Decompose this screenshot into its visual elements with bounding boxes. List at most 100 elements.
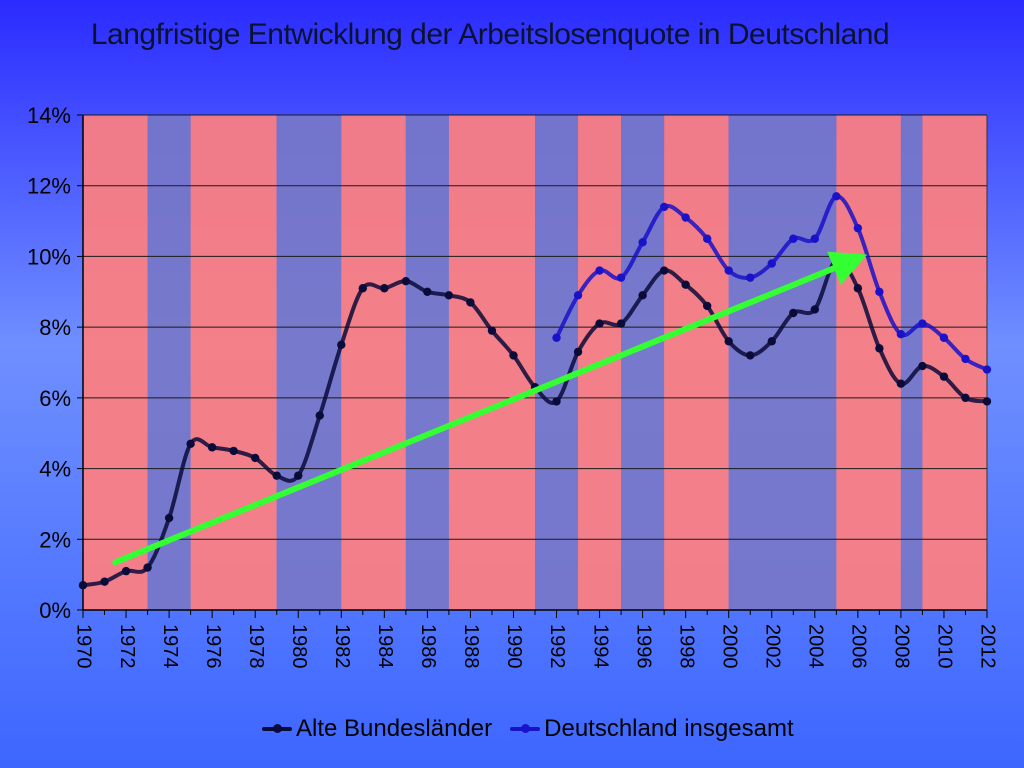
legend-label: Deutschland insgesamt	[544, 715, 794, 742]
x-tick-label: 2012	[977, 624, 999, 669]
data-point-deutschland-insgesamt	[681, 213, 690, 222]
data-point-deutschland-insgesamt	[896, 330, 906, 339]
data-point-deutschland-insgesamt	[724, 266, 733, 275]
period-band-red	[341, 115, 406, 610]
data-point-alte-bundeslaender	[702, 301, 712, 311]
data-point-alte-bundeslaender	[896, 379, 906, 388]
data-point-alte-bundeslaender	[939, 372, 949, 381]
x-tick-label: 1970	[73, 624, 95, 669]
trend-arrow-group	[112, 251, 868, 566]
tick-labels: 0% 2% 4% 6% 8% 10% 12% 14% 1970 1972 1974 1976 1978 1…	[27, 103, 999, 669]
data-point-alte-bundeslaender	[487, 326, 497, 335]
x-tick-label: 2006	[848, 624, 870, 669]
axes	[77, 114, 988, 618]
data-point-alte-bundeslaender	[315, 411, 324, 420]
data-point-alte-bundeslaender	[853, 284, 863, 293]
data-point-alte-bundeslaender	[509, 351, 518, 360]
data-point-alte-bundeslaender	[229, 446, 238, 456]
data-point-deutschland-insgesamt	[918, 319, 927, 328]
data-point-alte-bundeslaender	[250, 453, 260, 463]
x-tick-label: 1998	[675, 624, 697, 669]
data-point-deutschland-insgesamt	[810, 234, 820, 243]
y-tick-label: 4%	[39, 457, 71, 482]
data-point-alte-bundeslaender	[638, 291, 647, 300]
legend-item-alte-bundeslaender: Alte Bundesländer	[262, 715, 492, 743]
data-point-deutschland-insgesamt	[659, 202, 669, 212]
data-point-alte-bundeslaender	[100, 577, 109, 586]
period-band-red	[922, 115, 987, 610]
data-point-deutschland-insgesamt	[702, 234, 712, 243]
legend-label: Alte Bundesländer	[296, 715, 493, 742]
data-point-alte-bundeslaender	[423, 287, 432, 296]
data-point-alte-bundeslaender	[810, 305, 820, 314]
data-point-deutschland-insgesamt	[961, 354, 970, 364]
period-band-blue	[900, 115, 923, 610]
x-tick-label: 1972	[116, 624, 138, 669]
legend-item-deutschland-insgesamt: Deutschland insgesamt	[510, 715, 794, 743]
data-point-alte-bundeslaender	[724, 337, 733, 346]
gridlines	[83, 114, 987, 611]
period-band-blue	[621, 115, 665, 610]
data-point-alte-bundeslaender	[358, 284, 368, 293]
data-point-alte-bundeslaender	[164, 513, 174, 523]
data-point-deutschland-insgesamt	[789, 234, 798, 243]
data-point-alte-bundeslaender	[444, 291, 454, 300]
x-tick-label: 1994	[589, 624, 611, 669]
legend: Alte Bundesländer Deutschland insgesamt	[262, 712, 794, 746]
period-band-red	[83, 115, 148, 610]
x-tick-label: 2000	[718, 624, 740, 669]
x-tick-label: 1992	[546, 624, 568, 669]
data-point-deutschland-insgesamt	[875, 287, 884, 296]
x-tick-label: 1982	[331, 624, 353, 669]
data-point-alte-bundeslaender	[294, 471, 303, 480]
data-point-deutschland-insgesamt	[595, 266, 604, 275]
y-tick-label: 12%	[27, 174, 71, 199]
x-tick-label: 2010	[934, 624, 956, 669]
data-point-alte-bundeslaender	[272, 471, 281, 480]
x-tick-label: 1976	[202, 624, 224, 669]
data-point-alte-bundeslaender	[380, 284, 389, 293]
period-band-red	[664, 115, 729, 610]
period-bands	[83, 115, 987, 610]
data-point-alte-bundeslaender	[207, 443, 217, 452]
period-band-blue	[405, 115, 449, 610]
data-point-alte-bundeslaender	[595, 319, 604, 328]
x-tick-label: 2002	[761, 624, 783, 669]
data-point-alte-bundeslaender	[337, 340, 346, 350]
data-point-alte-bundeslaender	[466, 298, 475, 307]
y-tick-label: 0%	[39, 598, 71, 623]
data-point-deutschland-insgesamt	[573, 291, 583, 300]
data-point-alte-bundeslaender	[573, 347, 583, 357]
data-point-deutschland-insgesamt	[552, 333, 561, 342]
x-tick-label: 1984	[374, 624, 396, 669]
data-point-deutschland-insgesamt	[982, 365, 992, 374]
data-point-alte-bundeslaender	[961, 393, 970, 403]
data-point-deutschland-insgesamt	[767, 259, 776, 268]
x-tick-label: 1980	[288, 624, 310, 669]
x-tick-label: 2004	[805, 624, 827, 669]
data-point-deutschland-insgesamt	[853, 223, 863, 233]
data-point-alte-bundeslaender	[143, 563, 152, 572]
x-tick-label: 1978	[245, 624, 267, 669]
trend-arrow	[112, 251, 868, 566]
data-point-alte-bundeslaender	[186, 439, 195, 449]
data-point-deutschland-insgesamt	[638, 238, 647, 247]
data-point-alte-bundeslaender	[875, 344, 884, 353]
data-point-alte-bundeslaender	[552, 397, 561, 406]
y-tick-label: 14%	[27, 103, 71, 128]
x-tick-label: 1986	[417, 624, 439, 669]
data-point-alte-bundeslaender	[616, 319, 626, 328]
chart-title: Langfristige Entwicklung der Arbeitslose…	[90, 18, 890, 51]
y-tick-label: 8%	[39, 315, 71, 340]
period-band-red	[836, 115, 901, 610]
period-band-red	[448, 115, 535, 610]
y-tick-label: 6%	[39, 386, 71, 411]
x-tick-label: 2008	[891, 624, 913, 669]
data-point-alte-bundeslaender	[982, 397, 992, 406]
data-point-alte-bundeslaender	[767, 337, 776, 346]
period-band-blue	[147, 115, 191, 610]
data-point-alte-bundeslaender	[789, 308, 798, 318]
data-point-deutschland-insgesamt	[939, 333, 949, 342]
data-point-alte-bundeslaender	[78, 581, 88, 590]
